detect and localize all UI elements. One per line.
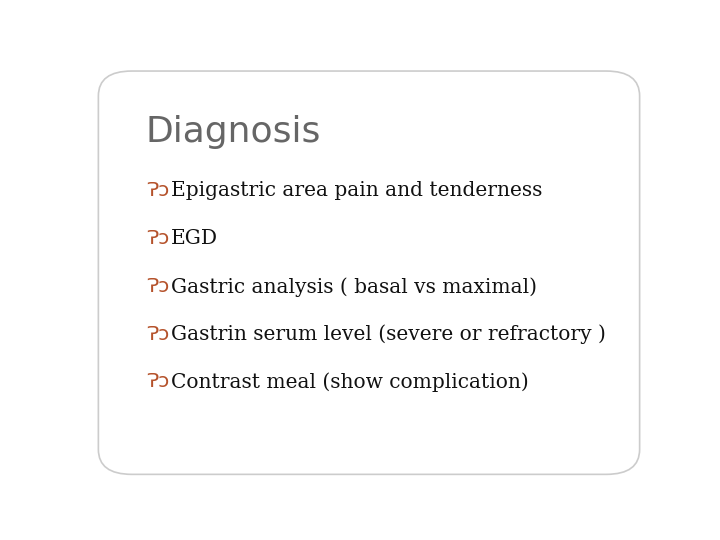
Text: Ɂɔ: Ɂɔ (145, 325, 169, 343)
Text: Diagnosis: Diagnosis (145, 114, 321, 148)
Text: Gastric analysis ( basal vs maximal): Gastric analysis ( basal vs maximal) (171, 277, 537, 296)
FancyBboxPatch shape (99, 71, 639, 474)
Text: Gastrin serum level (severe or refractory ): Gastrin serum level (severe or refractor… (171, 325, 606, 345)
Text: EGD: EGD (171, 229, 218, 248)
Text: Epigastric area pain and tenderness: Epigastric area pain and tenderness (171, 181, 542, 200)
Text: Ɂɔ: Ɂɔ (145, 229, 169, 248)
Text: Ɂɔ: Ɂɔ (145, 373, 169, 392)
Text: Ɂɔ: Ɂɔ (145, 277, 169, 296)
Text: Contrast meal (show complication): Contrast meal (show complication) (171, 373, 528, 392)
Text: Ɂɔ: Ɂɔ (145, 181, 169, 200)
